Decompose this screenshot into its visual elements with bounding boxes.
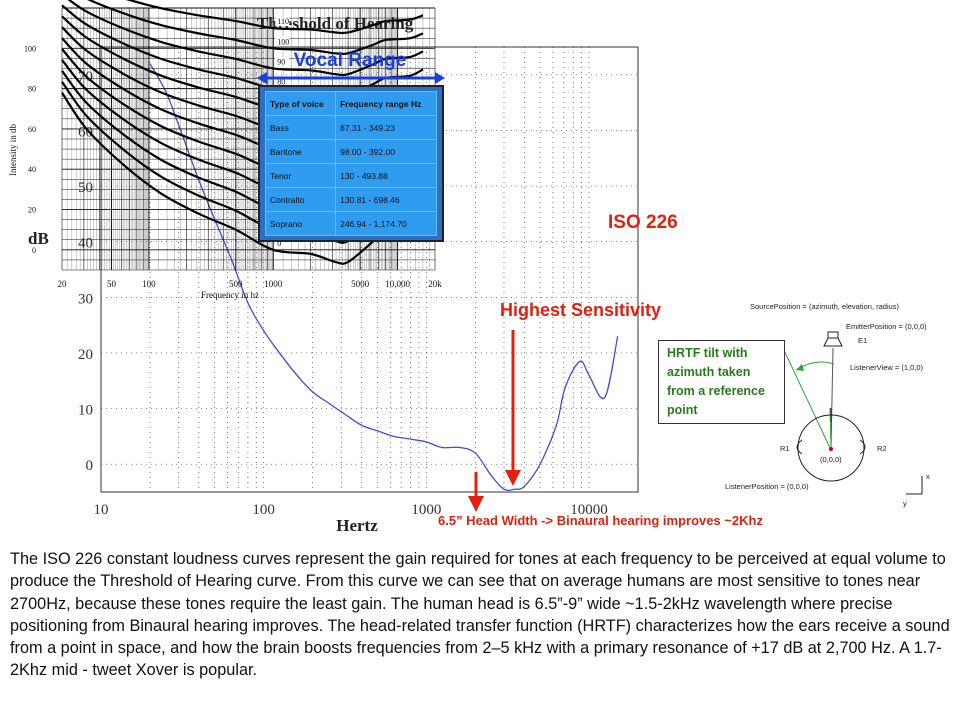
x-tick-label: 1000 (411, 502, 441, 518)
y-tick-label: 50 (78, 180, 93, 196)
curve-label: 90 (277, 57, 285, 66)
curve-label: 100 (277, 37, 289, 46)
x-axis-label: Hertz (336, 516, 378, 535)
iso-y-tick-label: 80 (28, 85, 36, 94)
table-cell: Baritone (264, 139, 337, 164)
loudness-curve (125, 0, 424, 35)
curve-label: 80 (277, 78, 285, 87)
head-width-label: 6.5” Head Width -> Binaural hearing impr… (438, 513, 763, 528)
curve-label-bg (275, 17, 290, 27)
listener-position-label: ListenerPosition = (0,0,0) (725, 482, 809, 491)
table-row: Baritone 98.00 - 392.00 (264, 139, 437, 164)
iso-x-tick-label: 20k (428, 279, 442, 289)
curve-label: 110 (277, 17, 289, 26)
table-cell: 87.31 - 349.23 (335, 115, 437, 140)
axis-indicator (906, 476, 923, 495)
table-row: Tenor 130 - 493.88 (264, 163, 437, 188)
loudness-curve (67, 0, 424, 77)
highest-sensitivity-label: Highest Sensitivity (500, 300, 662, 320)
vocal-range-arrow (257, 72, 445, 84)
y-tick-label: 20 (78, 347, 93, 363)
x-tick-label: 100 (252, 502, 275, 518)
listener-view-label: ListenerView = (1,0,0) (850, 363, 924, 372)
vocal-range-label: Vocal Range (293, 50, 407, 71)
iso-x-tick-label: 100 (142, 279, 156, 289)
curve-label-bg (275, 77, 290, 87)
curve-label-bg (275, 57, 290, 67)
iso-y-tick-label: 100 (24, 44, 36, 53)
iso-x-tick-labels: 20 50 100 500 1000 5000 10,000 20k (58, 279, 443, 289)
y-tick-label: 10 (78, 403, 93, 419)
head-circle (797, 414, 865, 482)
table-header: Type of voice (264, 91, 337, 116)
chart-grid (101, 47, 638, 492)
table-header: Frequency range Hz (335, 91, 437, 116)
table-cell: 130 - 493.88 (335, 163, 437, 188)
table-row: Soprano 246.94 - 1,174.70 (264, 211, 437, 236)
x-tick-labels: 10 100 1000 10000 (94, 502, 608, 518)
iso-y-tick-label: 20 (28, 206, 36, 215)
x-tick-label: 10 (94, 502, 109, 518)
iso-x-tick-label: 1000 (264, 279, 283, 289)
axis-y-label: y (903, 499, 907, 508)
emitter-position-label: EmitterPosition = (0,0,0) (846, 322, 927, 331)
right-ear (859, 439, 866, 455)
origin-label: (0,0,0) (820, 455, 842, 464)
iso-x-tick-label: 500 (229, 279, 243, 289)
table-cell: Contralto (264, 187, 337, 212)
iso-x-axis-label: Frequency in hz (201, 290, 259, 300)
speaker-icon (823, 331, 843, 347)
x-tick-label: 10000 (570, 502, 608, 518)
y-tick-label: 0 (86, 458, 94, 474)
description-paragraph: The ISO 226 constant loudness curves rep… (10, 550, 950, 680)
curve-label: 0 (277, 239, 281, 248)
iso-y-tick-labels: 0 20 40 60 80 100 (24, 44, 36, 255)
iso-y-tick-label: 60 (28, 125, 36, 134)
iso-x-tick-label: 5000 (351, 279, 370, 289)
r1-label: R1 (780, 444, 790, 453)
iso-y-axis-label: Intensity in db (8, 124, 18, 176)
loudness-curve (87, 0, 424, 56)
vocal-range-table: Type of voice Frequency range Hz Bass 87… (258, 85, 444, 242)
y-tick-label: 60 (78, 124, 93, 140)
table-cell: Tenor (264, 163, 337, 188)
iso-x-tick-label: 20 (58, 279, 68, 289)
hrtf-diagram: SourcePosition = (azimuth, elevation, ra… (725, 302, 930, 508)
left-ear (796, 439, 803, 455)
curve-label-bg (275, 37, 290, 47)
curve-label-bg (275, 238, 290, 248)
axis-x-label: x (926, 472, 930, 481)
table-cell: Soprano (264, 211, 337, 236)
threshold-curve (149, 63, 619, 492)
emitter-label: E1 (858, 336, 867, 345)
iso-x-tick-label: 10,000 (385, 279, 410, 289)
hrtf-note-box: HRTF tilt with azimuth taken from a refe… (658, 340, 785, 424)
iso-y-tick-label: 0 (32, 246, 36, 255)
sensitivity-arrows (468, 330, 521, 512)
r2-label: R2 (877, 444, 887, 453)
table-cell: 246.94 - 1,174.70 (335, 211, 437, 236)
iso-x-tick-label: 50 (107, 279, 117, 289)
y-tick-label: 30 (78, 291, 93, 307)
table-cell: 98.00 - 392.00 (335, 139, 437, 164)
source-position-label: SourcePosition = (azimuth, elevation, ra… (750, 302, 900, 311)
iso-y-tick-label: 40 (28, 165, 36, 174)
y-axis-label: dB (28, 229, 49, 248)
table-header-row: Type of voice Frequency range Hz (264, 91, 437, 116)
iso-226-label: ISO 226 (608, 212, 678, 233)
